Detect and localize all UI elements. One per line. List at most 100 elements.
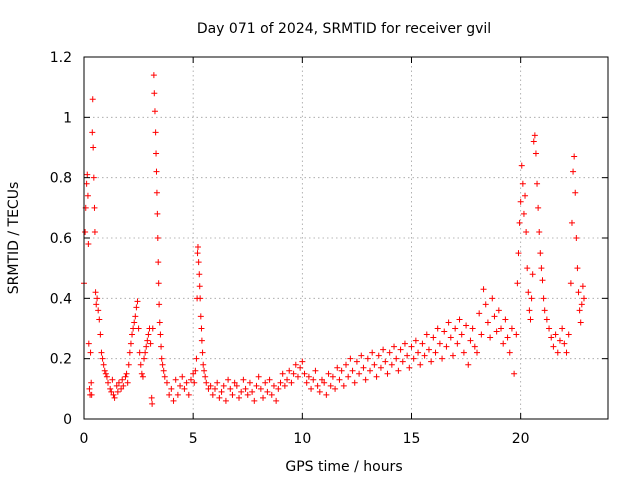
data-point [375,352,382,359]
data-point [449,352,456,359]
data-point [151,90,158,97]
data-point [153,189,160,196]
data-point [196,283,203,290]
data-point [132,313,139,320]
data-point [101,367,108,374]
data-point [119,376,126,383]
data-point [148,394,155,401]
x-tick-label: 0 [80,431,89,447]
data-point [114,388,121,395]
data-point [194,250,201,257]
data-point [191,379,198,386]
data-point [532,150,539,157]
data-point [425,346,432,353]
data-point [153,150,160,157]
data-point [91,228,98,235]
x-tick-label: 10 [293,431,311,447]
data-point [546,325,553,332]
data-point [225,376,232,383]
data-point [548,334,555,341]
data-point [415,349,422,356]
data-point [89,129,96,136]
data-point [85,241,92,248]
data-point [377,364,384,371]
data-point [89,96,96,103]
data-point [257,385,264,392]
data-point [136,349,143,356]
data-point [489,295,496,302]
data-point [199,349,206,356]
data-point [458,331,465,338]
data-point [95,307,102,314]
data-point [115,379,122,386]
data-point [273,397,280,404]
data-point [576,307,583,314]
data-point [294,373,301,380]
data-point [456,316,463,323]
data-point [198,325,205,332]
data-point [109,376,116,383]
data-point [460,349,467,356]
data-point [329,373,336,380]
data-point [218,388,225,395]
data-point [281,382,288,389]
data-point [113,382,120,389]
data-point [410,355,417,362]
data-point [122,373,129,380]
data-point [214,379,221,386]
data-point [480,286,487,293]
data-point [423,331,430,338]
data-point [500,340,507,347]
data-point [523,228,530,235]
data-point [401,340,408,347]
data-point [502,316,509,323]
data-point [491,313,498,320]
data-point [90,174,97,181]
data-point [541,307,548,314]
data-point [417,361,424,368]
data-point [349,367,356,374]
data-point [356,370,363,377]
data-point [170,397,177,404]
data-point [266,376,273,383]
data-point [550,343,557,350]
data-point [193,355,200,362]
data-point [310,376,317,383]
data-point [102,370,109,377]
data-point [88,379,95,386]
data-point [579,283,586,290]
data-point [559,325,566,332]
data-point [568,219,575,226]
data-point [323,391,330,398]
data-point [373,373,380,380]
data-point [82,228,89,235]
data-point [131,319,138,326]
data-point [452,325,459,332]
data-point [436,340,443,347]
data-point [561,340,568,347]
data-point [526,307,533,314]
data-point [506,349,513,356]
data-point [336,376,343,383]
data-point [428,358,435,365]
data-point [474,349,480,356]
data-point [380,346,387,353]
data-point [552,331,559,338]
data-point [312,367,319,374]
data-point [482,301,489,308]
data-point [397,346,404,353]
data-point [177,382,184,389]
data-point [92,289,99,296]
data-point [445,319,452,326]
data-point [578,301,585,308]
data-point [94,295,101,302]
data-point [554,349,561,356]
data-point [127,340,134,347]
data-point [292,361,299,368]
data-point [318,376,325,383]
data-point [262,379,269,386]
data-point [520,210,527,217]
data-point [522,192,529,199]
data-point [408,343,415,350]
